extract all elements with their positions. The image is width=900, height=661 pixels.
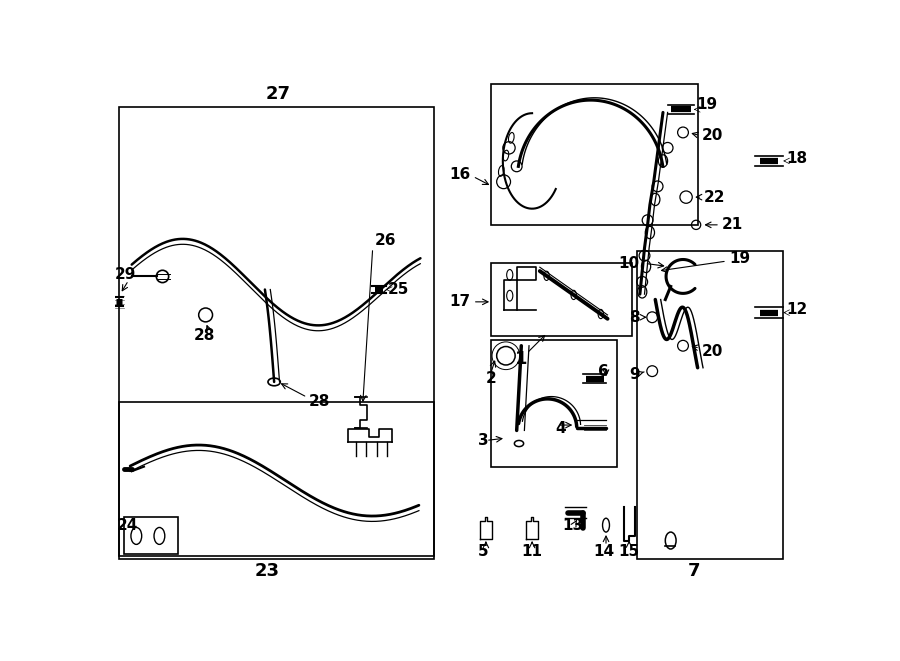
Text: 7: 7 — [688, 563, 700, 580]
Bar — [491, 84, 698, 225]
Text: 6: 6 — [598, 364, 609, 379]
Bar — [120, 107, 435, 556]
Text: 24: 24 — [116, 518, 138, 533]
Text: 1: 1 — [515, 350, 527, 368]
Text: 23: 23 — [255, 563, 280, 580]
Text: 13: 13 — [562, 518, 583, 533]
Text: 27: 27 — [266, 85, 291, 103]
Text: 28: 28 — [194, 329, 215, 343]
Bar — [491, 263, 632, 336]
Text: 19: 19 — [696, 97, 717, 112]
Text: 3: 3 — [478, 433, 489, 448]
Text: 8: 8 — [629, 310, 640, 325]
Text: 9: 9 — [629, 367, 640, 382]
Text: 18: 18 — [787, 151, 807, 166]
Text: 14: 14 — [593, 544, 615, 559]
Text: 19: 19 — [729, 251, 751, 266]
Text: 11: 11 — [522, 544, 543, 559]
Bar — [120, 402, 435, 559]
Text: 22: 22 — [704, 190, 725, 205]
Text: 2: 2 — [486, 371, 497, 386]
Text: 4: 4 — [555, 420, 566, 436]
Text: 16: 16 — [449, 167, 471, 182]
Text: 20: 20 — [701, 128, 723, 143]
Bar — [491, 340, 617, 467]
Text: 21: 21 — [722, 217, 742, 233]
Bar — [637, 251, 783, 559]
Text: 29: 29 — [115, 266, 136, 282]
Text: 12: 12 — [787, 302, 807, 317]
Text: 15: 15 — [618, 544, 640, 559]
Bar — [124, 518, 178, 554]
Text: 10: 10 — [619, 256, 640, 271]
Text: 25: 25 — [388, 282, 410, 297]
Text: 20: 20 — [701, 344, 723, 359]
Text: 17: 17 — [449, 294, 471, 309]
Text: 5: 5 — [478, 544, 488, 559]
Text: 28: 28 — [309, 395, 330, 409]
Text: 26: 26 — [375, 233, 397, 248]
